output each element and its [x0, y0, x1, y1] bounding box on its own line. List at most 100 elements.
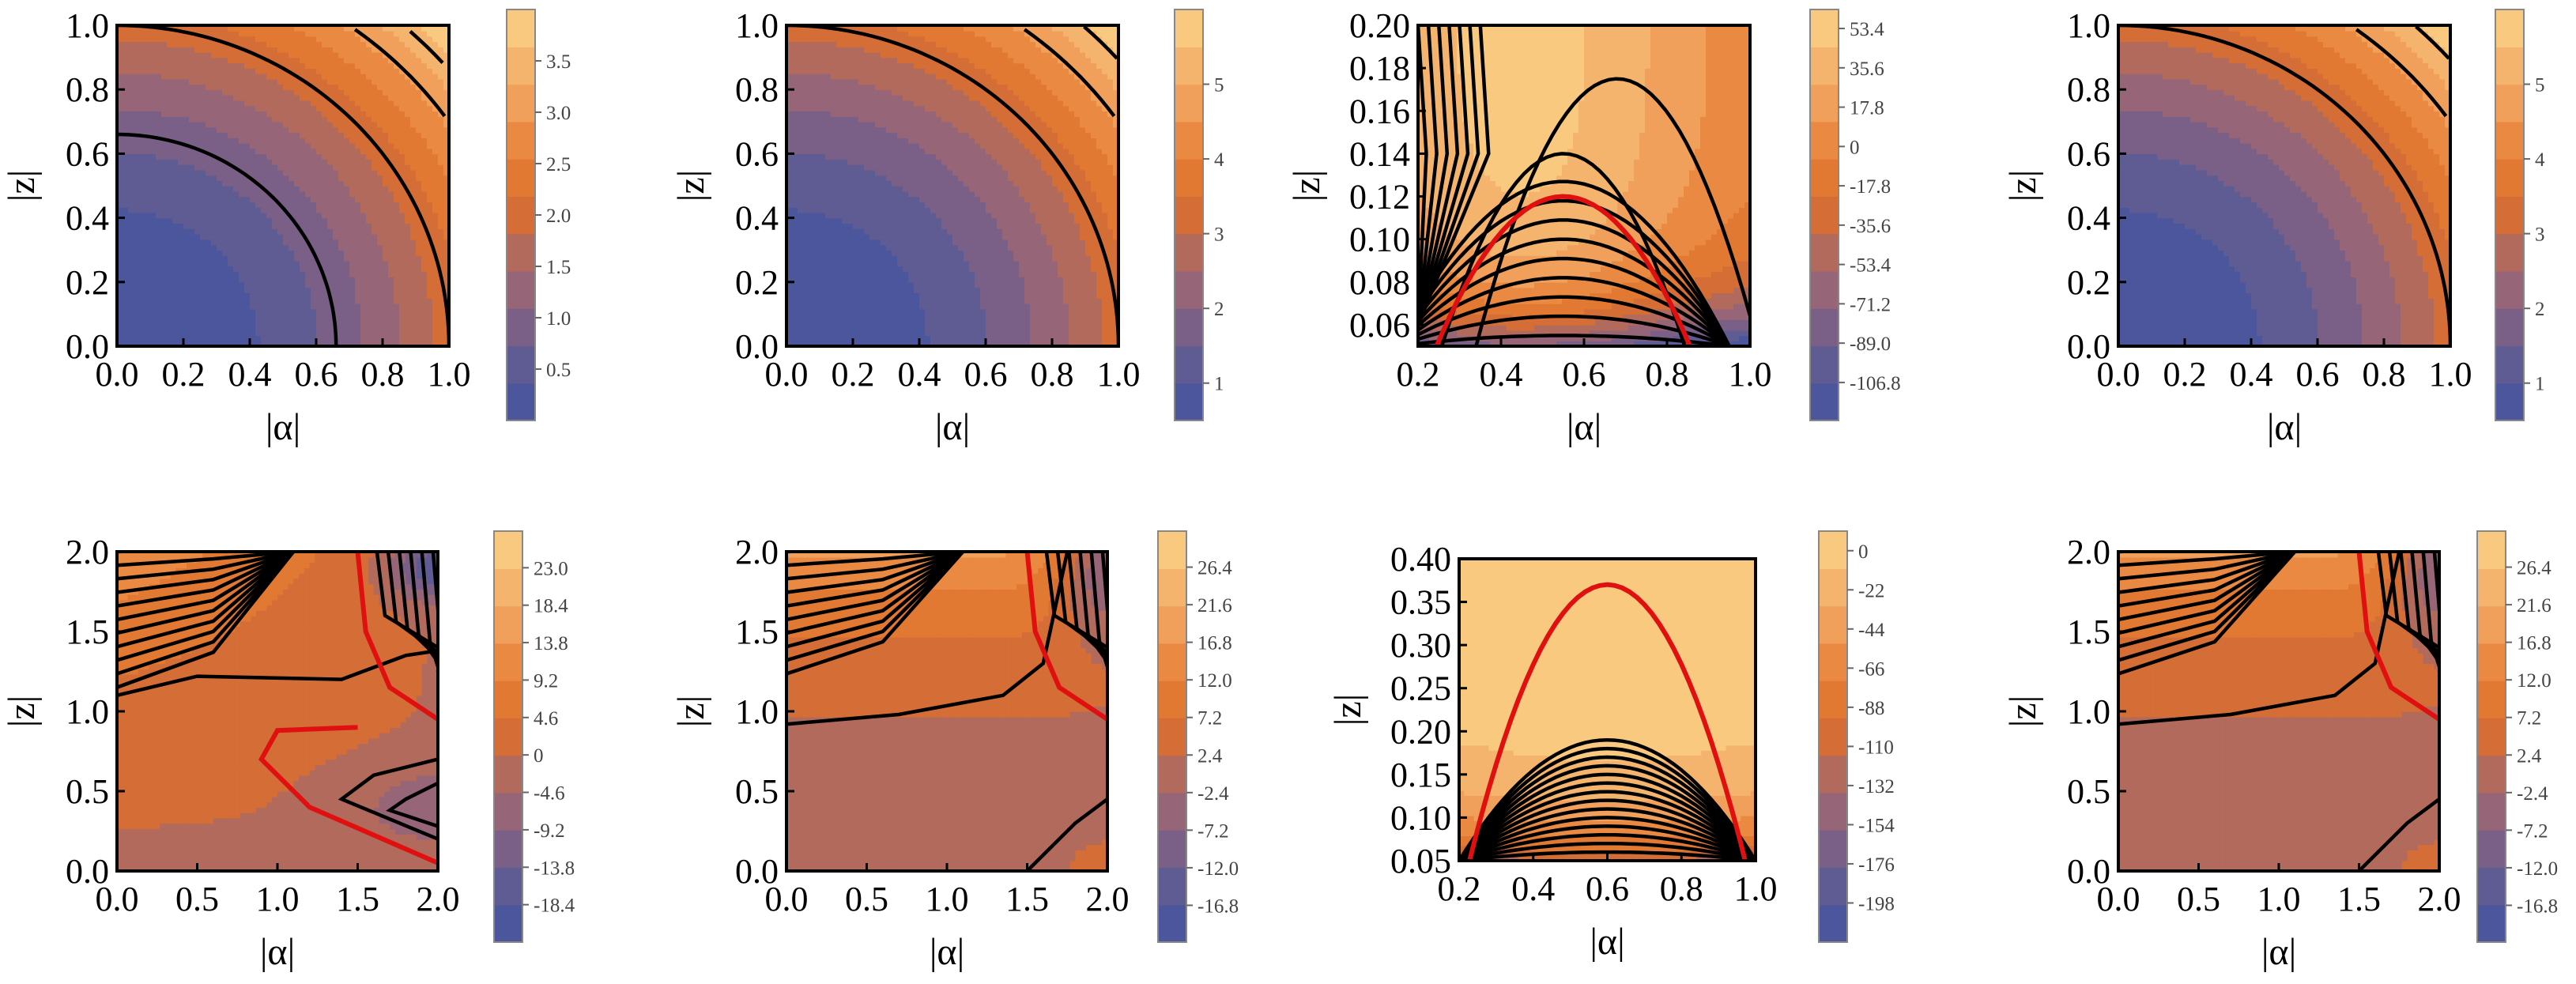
- field-cell: [161, 105, 168, 112]
- field-cell: [388, 212, 394, 219]
- field-cell: [842, 223, 848, 229]
- field-cell: [858, 100, 865, 107]
- field-cell: [316, 186, 322, 192]
- field-cell: [897, 169, 903, 176]
- field-cell: [322, 153, 328, 160]
- field-cell: [388, 68, 394, 74]
- field-cell: [372, 298, 378, 304]
- field-cell: [377, 324, 383, 331]
- field-cell: [427, 266, 433, 273]
- field-cell: [305, 308, 311, 315]
- field-cell: [842, 303, 848, 310]
- field-cell: [145, 207, 151, 213]
- field-cell: [228, 164, 234, 171]
- field-cell: [338, 303, 345, 310]
- field-cell: [211, 319, 217, 326]
- field-cell: [847, 175, 854, 182]
- field-cell: [875, 41, 881, 47]
- field-cell: [255, 281, 262, 288]
- field-cell: [836, 159, 843, 165]
- field-cell: [803, 212, 809, 219]
- field-cell: [842, 228, 848, 235]
- field-cell: [211, 292, 217, 299]
- field-cell: [903, 30, 909, 37]
- field-cell: [786, 324, 793, 331]
- field-cell: [266, 169, 273, 176]
- field-cell: [255, 73, 262, 80]
- field-cell: [803, 271, 809, 277]
- field-cell: [189, 217, 195, 224]
- x-tick-label: 0.8: [361, 355, 405, 394]
- field-cell: [798, 239, 804, 246]
- field-cell: [416, 159, 422, 165]
- field-cell: [206, 324, 212, 331]
- field-cell: [239, 217, 245, 224]
- field-cell: [427, 250, 433, 256]
- field-cell: [377, 281, 383, 288]
- field-cell: [842, 73, 848, 80]
- field-cell: [139, 303, 145, 310]
- field-cell: [858, 47, 865, 53]
- field-cell: [349, 271, 356, 277]
- field-cell: [881, 308, 887, 315]
- field-cell: [377, 138, 383, 144]
- field-cell: [161, 36, 168, 43]
- field-cell: [443, 190, 449, 198]
- field-cell: [903, 94, 909, 101]
- field-cell: [881, 260, 887, 267]
- field-cell: [283, 217, 289, 224]
- field-cell: [383, 330, 389, 337]
- field-cell: [405, 292, 411, 299]
- field-cell: [338, 233, 345, 240]
- field-cell: [366, 138, 372, 144]
- field-cell: [239, 73, 245, 80]
- field-cell: [421, 330, 428, 337]
- field-cell: [266, 186, 273, 192]
- colorbar-tick-label: 0.5: [546, 360, 571, 381]
- field-cell: [194, 303, 201, 310]
- field-cell: [836, 233, 843, 240]
- field-cell: [344, 105, 350, 112]
- field-cell: [277, 330, 284, 337]
- field-cell: [897, 212, 903, 219]
- field-cell: [360, 287, 367, 294]
- field-cell: [377, 94, 383, 101]
- field-cell: [316, 324, 322, 331]
- field-cell: [366, 148, 372, 155]
- field-cell: [798, 298, 804, 304]
- field-cell: [366, 303, 372, 310]
- field-cell: [183, 132, 190, 138]
- field-cell: [383, 138, 389, 144]
- field-cell: [211, 250, 217, 256]
- field-cell: [820, 169, 826, 176]
- y-tick-label: 1.0: [66, 6, 109, 45]
- field-cell: [316, 105, 322, 112]
- field-cell: [438, 73, 444, 80]
- field-cell: [277, 126, 284, 134]
- field-cell: [167, 335, 173, 342]
- field-cell: [178, 84, 184, 90]
- field-cell: [322, 233, 328, 240]
- field-cell: [831, 84, 837, 90]
- field-cell: [432, 217, 439, 224]
- field-cell: [892, 121, 898, 128]
- field-cell: [134, 142, 140, 149]
- field-cell: [432, 84, 439, 90]
- field-cell: [842, 116, 848, 123]
- field-cell: [277, 239, 284, 246]
- field-cell: [200, 84, 206, 90]
- field-cell: [128, 186, 134, 192]
- field-cell: [178, 164, 184, 171]
- field-cell: [377, 57, 383, 64]
- field-cell: [383, 233, 389, 240]
- field-cell: [372, 148, 378, 155]
- field-cell: [327, 260, 334, 267]
- field-cell: [438, 126, 444, 134]
- field-cell: [117, 138, 123, 144]
- field-cell: [853, 330, 859, 337]
- field-cell: [333, 271, 339, 277]
- field-cell: [394, 159, 400, 165]
- field-cell: [277, 159, 284, 165]
- field-cell: [161, 335, 168, 342]
- field-cell: [875, 51, 881, 58]
